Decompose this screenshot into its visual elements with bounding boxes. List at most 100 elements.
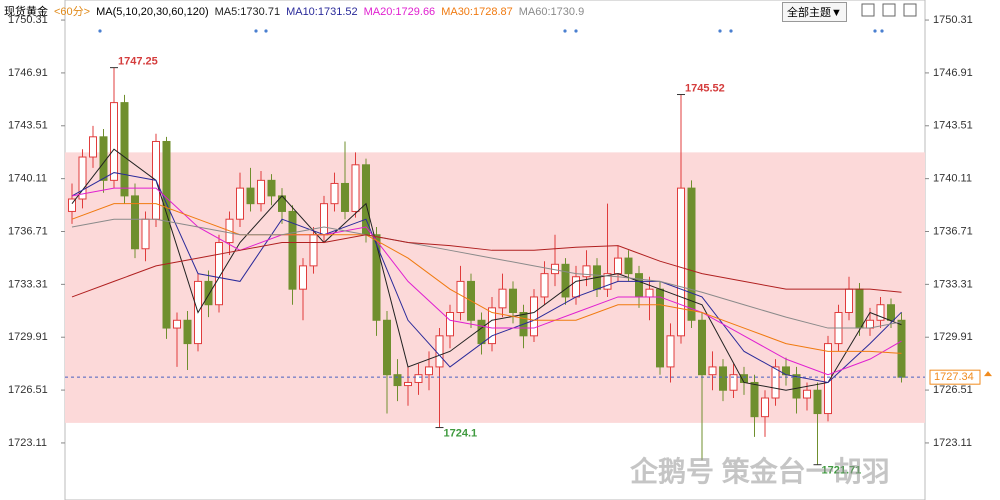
candle-body xyxy=(68,198,76,212)
candle-body xyxy=(183,319,192,345)
ma-line xyxy=(71,172,902,384)
candle-body xyxy=(110,102,118,181)
candle-body xyxy=(309,234,318,267)
candle-body xyxy=(750,381,759,418)
candle-body xyxy=(603,273,612,290)
candle-body xyxy=(635,273,643,298)
event-markers xyxy=(98,29,884,33)
annotation-label: 1724.1 xyxy=(444,427,478,439)
annotation-label: 1721.71 xyxy=(822,465,862,477)
candle-body xyxy=(435,335,444,368)
y-tick-label: 1729.91 xyxy=(933,331,973,343)
ma-line xyxy=(71,187,902,376)
candle-body xyxy=(320,203,328,236)
candle-body xyxy=(131,195,139,250)
candle-body xyxy=(813,389,822,415)
last-price-arrow xyxy=(984,371,992,377)
candle-body xyxy=(719,366,727,391)
candle-body xyxy=(792,374,801,399)
candle-body xyxy=(897,319,906,378)
legend-entry: MA30:1728.87 xyxy=(441,6,513,18)
candle-body xyxy=(89,136,97,158)
y-tick-label: 1729.91 xyxy=(8,331,48,343)
legend-entry: MA5:1730.71 xyxy=(214,6,281,18)
candle-body xyxy=(425,366,433,376)
candle-body xyxy=(383,319,391,376)
candle-body xyxy=(803,389,811,399)
ma-line xyxy=(71,234,902,298)
candle-body xyxy=(236,187,244,220)
candle-body xyxy=(288,210,297,290)
candle-body xyxy=(876,304,885,321)
y-tick-label: 1736.71 xyxy=(8,225,48,237)
y-tick-label: 1733.31 xyxy=(8,278,48,290)
candle-body xyxy=(645,288,654,298)
candle-body xyxy=(141,218,150,250)
candle-body xyxy=(246,187,255,205)
candle-body xyxy=(446,312,454,337)
candle-body xyxy=(771,366,780,399)
candle-body xyxy=(404,381,412,387)
candle-body xyxy=(656,288,664,368)
y-tick-label: 1750.31 xyxy=(933,14,973,26)
candle-body xyxy=(687,187,696,321)
toolbar-icons xyxy=(861,3,917,17)
candle-body xyxy=(540,273,549,298)
candle-body xyxy=(572,276,580,298)
candle-body xyxy=(887,304,895,321)
symbol: 现货黄金 xyxy=(4,6,48,18)
y-tick-label: 1723.11 xyxy=(933,437,972,449)
candle-body xyxy=(99,136,108,181)
ma-params: MA(5,10,20,30,60,120) xyxy=(96,6,209,18)
candle-body xyxy=(677,187,685,337)
y-tick-label: 1733.31 xyxy=(933,278,973,290)
candle-body xyxy=(530,296,538,337)
ma-line xyxy=(71,148,902,391)
candle-body xyxy=(477,319,486,345)
watermark: 企鹅号 策金台一胡羽 xyxy=(630,456,890,487)
candle-body xyxy=(215,242,223,306)
ma-line xyxy=(71,203,902,354)
y-tick-label: 1750.31 xyxy=(8,14,48,26)
candle-body xyxy=(456,280,465,314)
candle-body xyxy=(162,140,171,329)
candle-body xyxy=(845,288,853,314)
candle-body xyxy=(414,374,423,383)
legend-entry: MA20:1729.66 xyxy=(363,6,436,18)
candle-body xyxy=(351,164,360,212)
y-tick-label: 1726.51 xyxy=(933,384,973,396)
last-price-box xyxy=(929,369,981,385)
candle-body xyxy=(498,288,507,309)
y-tick-label: 1746.91 xyxy=(8,67,48,79)
candle-body xyxy=(330,182,339,205)
legend-entry: MA10:1731.52 xyxy=(286,6,358,18)
candle-body xyxy=(666,335,675,368)
y-tick-label: 1723.11 xyxy=(8,437,47,449)
icon[interactable] xyxy=(882,3,896,17)
candle-body xyxy=(708,366,717,376)
candle-body xyxy=(78,156,87,200)
annotation-label: 1745.52 xyxy=(685,82,725,94)
candle-body xyxy=(509,288,517,314)
icon[interactable] xyxy=(861,3,875,17)
theme-button[interactable]: 全部主题▼ xyxy=(782,2,847,22)
candle-body xyxy=(698,319,706,376)
ma-line xyxy=(71,218,902,329)
y-tick-label: 1746.91 xyxy=(933,67,973,79)
candle-body xyxy=(624,257,633,275)
legend-entry: MA60:1730.9 xyxy=(518,6,585,18)
icon[interactable] xyxy=(903,3,917,17)
candle-body xyxy=(855,288,864,329)
y-tick-label: 1736.71 xyxy=(933,225,973,237)
candle-body xyxy=(267,179,276,197)
period: <60分> xyxy=(54,6,91,18)
candle-body xyxy=(488,307,496,345)
candle-body xyxy=(582,265,591,278)
candle-body xyxy=(341,182,349,212)
candle-body xyxy=(204,280,213,306)
candle-body xyxy=(614,257,622,275)
candle-body xyxy=(761,397,769,418)
candle-body xyxy=(729,374,738,391)
